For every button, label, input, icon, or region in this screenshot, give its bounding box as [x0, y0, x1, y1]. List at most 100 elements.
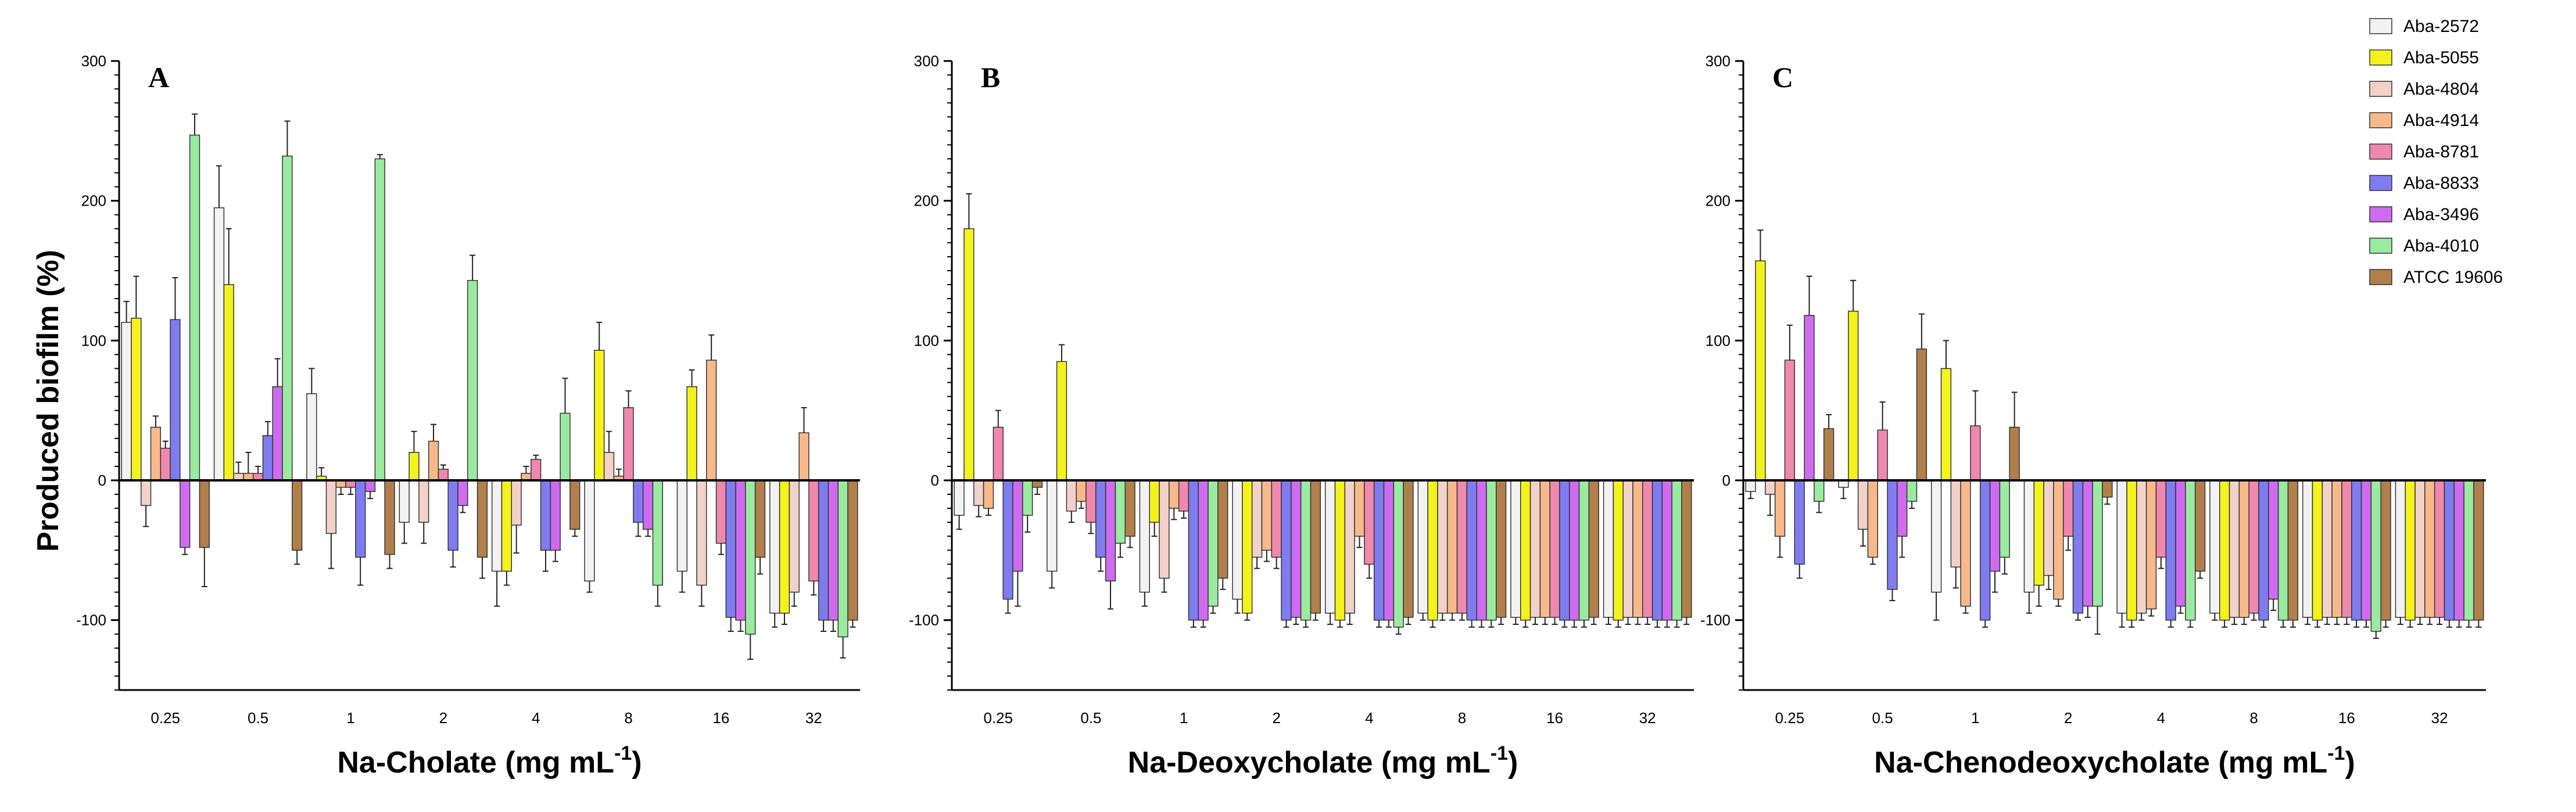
bar-atcc-19606-1	[1217, 480, 1228, 579]
bar-aba-8781-2	[2062, 480, 2074, 537]
bar-aba-4804-8	[603, 452, 615, 481]
bar-aba-3496-16	[2360, 480, 2372, 621]
x-axis-title: Na-Deoxycholate (mg mL-1)	[1128, 742, 1518, 779]
bar-aba-4804-1	[1950, 480, 1961, 567]
bar-aba-5055-16	[2312, 480, 2323, 621]
bar-aba-8781-0.5	[1085, 480, 1097, 523]
bar-aba-2572-8	[584, 480, 595, 582]
bar-atcc-19606-32	[1681, 480, 1692, 618]
x-tick-label: 16	[712, 709, 729, 727]
bar-aba-8781-4	[1364, 480, 1375, 565]
bar-aba-4010-0.25	[1022, 480, 1033, 516]
y-tick-label: 300	[81, 52, 106, 70]
bar-aba-5055-1	[1149, 480, 1160, 523]
bar-aba-3496-32	[2453, 480, 2464, 621]
bar-aba-8833-0.25	[170, 319, 181, 481]
bar-aba-4804-0.25	[973, 480, 984, 506]
legend-swatch-aba-2572	[2369, 18, 2392, 34]
bar-aba-4804-32	[789, 480, 800, 593]
y-tick-label: 300	[914, 52, 939, 70]
x-tick-label: 2	[1272, 709, 1280, 727]
y-tick-label: 100	[1706, 332, 1731, 349]
legend-swatch-aba-5055	[2369, 49, 2392, 66]
bar-aba-2572-16	[676, 480, 687, 572]
y-axis-title: Produced biofilm (%)	[31, 250, 65, 552]
bar-atcc-19606-16	[754, 480, 766, 558]
bar-aba-5055-2	[409, 452, 420, 481]
bar-aba-3496-0.5	[1897, 480, 1908, 537]
legend-label: Aba-4010	[2403, 236, 2479, 256]
x-tick-label: 0.5	[248, 709, 268, 727]
bar-atcc-19606-1	[384, 480, 395, 555]
bar-aba-4010-2	[1300, 480, 1312, 621]
x-tick-label: 2	[439, 709, 447, 727]
x-tick-label: 1	[346, 709, 354, 727]
legend-label: Aba-5055	[2403, 48, 2479, 67]
x-axis-title-close: )	[2345, 746, 2355, 779]
bar-aba-3496-0.25	[1012, 480, 1023, 572]
bar-aba-4914-16	[1539, 480, 1550, 618]
y-tick-label: 0	[1722, 472, 1731, 489]
bar-aba-4804-16	[696, 480, 707, 586]
bar-aba-8781-4	[531, 459, 542, 481]
bar-aba-4804-0.5	[1066, 480, 1077, 512]
bar-aba-3496-32	[1661, 480, 1672, 621]
y-tick-label: 200	[914, 192, 939, 210]
bar-aba-4914-0.5	[1076, 480, 1087, 502]
bar-aba-3496-8	[642, 480, 654, 530]
bar-aba-5055-8	[2219, 480, 2230, 621]
bar-aba-4010-0.25	[189, 134, 200, 481]
x-tick-label: 0.25	[151, 709, 180, 727]
bar-aba-4914-32	[2424, 480, 2435, 618]
bar-aba-4914-8	[1446, 480, 1458, 614]
bar-aba-2572-0.25	[1745, 480, 1756, 493]
x-tick-label: 0.25	[984, 709, 1013, 727]
bar-aba-5055-0.5	[223, 284, 234, 481]
bar-atcc-19606-4	[1403, 480, 1414, 618]
bar-atcc-19606-8	[2287, 480, 2299, 621]
legend-swatch-aba-8833	[2369, 175, 2392, 191]
bar-aba-5055-0.5	[1848, 311, 1859, 481]
bar-aba-8833-0.5	[262, 435, 273, 481]
bar-atcc-19606-4	[2194, 480, 2206, 572]
bar-aba-4010-8	[652, 480, 664, 586]
panel-b: 300 200 100 0 -100 0.25 0.5 1 2 4 8 16 32 B Na-Deoxych…	[909, 52, 1694, 779]
legend-label: Aba-8833	[2403, 174, 2479, 193]
legend-label: Aba-8781	[2403, 142, 2479, 161]
bar-aba-4010-2	[467, 280, 478, 481]
bar-aba-5055-8	[594, 350, 605, 481]
bar-aba-4804-0.25	[140, 480, 152, 506]
bar-aba-5055-2	[2033, 480, 2044, 586]
x-axis-title-exponent: -1	[614, 742, 632, 764]
bar-aba-5055-1	[1940, 368, 1952, 481]
bar-aba-5055-0.25	[1755, 260, 1766, 481]
bar-aba-8833-0.25	[1002, 480, 1013, 600]
bar-aba-4804-1	[325, 480, 337, 534]
bar-aba-4010-0.5	[1115, 480, 1126, 544]
bar-aba-5055-2	[1242, 480, 1253, 614]
x-axis-title-main: Na-Cholate (mg mL	[337, 746, 614, 779]
bar-aba-4914-32	[1632, 480, 1643, 618]
bar-aba-8833-16	[2351, 480, 2362, 621]
bar-aba-2572-0.25	[954, 480, 965, 516]
bar-atcc-19606-1	[2009, 426, 2020, 481]
bar-aba-8833-1	[1980, 480, 1991, 621]
legend-label: ATCC 19606	[2403, 268, 2503, 287]
bar-aba-8781-32	[2434, 480, 2445, 618]
bar-aba-4010-32	[837, 480, 848, 638]
x-axis-title-close: )	[1508, 746, 1518, 779]
x-axis-title: Na-Cholate (mg mL-1)	[337, 742, 642, 779]
bar-aba-5055-32	[1613, 480, 1624, 621]
bar-aba-2572-16	[1510, 480, 1521, 618]
bar-aba-2572-32	[769, 480, 780, 614]
bar-aba-8781-2	[1271, 480, 1282, 558]
panel-letter: C	[1772, 61, 1793, 94]
bar-aba-3496-4	[550, 480, 561, 551]
bar-aba-4804-2	[1251, 480, 1263, 558]
bar-aba-3496-0.5	[272, 386, 283, 481]
bar-aba-4804-16	[2321, 480, 2333, 618]
bar-aba-2572-32	[2395, 480, 2406, 618]
bar-aba-4010-32	[2463, 480, 2474, 621]
x-tick-label: 0.5	[1872, 709, 1893, 727]
bar-aba-4804-2	[2043, 480, 2054, 576]
